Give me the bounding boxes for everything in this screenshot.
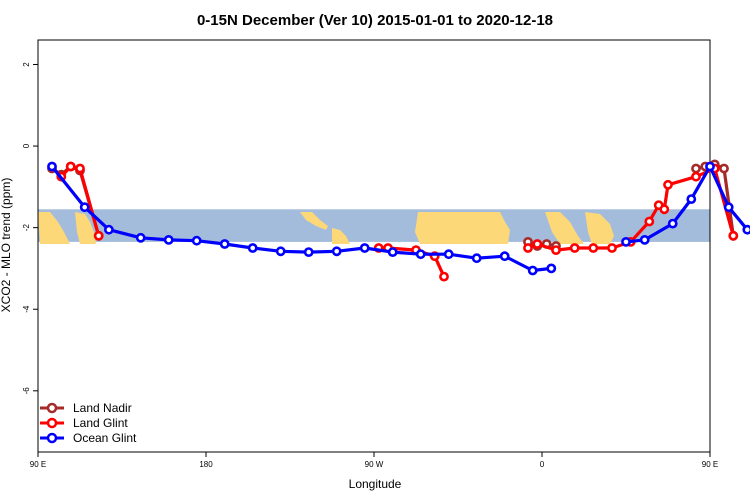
legend: Land Nadir Land Glint Ocean Glint: [40, 401, 137, 445]
data-point-ocean-glint: [247, 243, 258, 253]
data-point-ocean-glint: [387, 247, 398, 257]
land-central-america: [300, 212, 350, 244]
data-point-ocean-glint: [742, 224, 750, 235]
data-point-ocean-glint: [303, 247, 314, 257]
series-ocean-glint: [47, 161, 750, 276]
data-point-ocean-glint: [359, 243, 370, 253]
data-point-land-glint: [65, 161, 76, 172]
data-point-land-glint: [607, 243, 617, 253]
legend-item-ocean-glint: Ocean Glint: [40, 431, 137, 445]
map-band: [38, 209, 710, 244]
data-point-ocean-glint: [686, 194, 697, 204]
data-point-ocean-glint: [219, 239, 230, 249]
land-india-asia: [545, 212, 614, 244]
land-africa: [415, 212, 510, 244]
data-point-ocean-glint: [499, 251, 510, 262]
data-point-ocean-glint: [415, 249, 426, 260]
legend-marker-ocean-glint: [46, 432, 58, 444]
data-point-ocean-glint: [275, 246, 286, 257]
legend-label-ocean-glint: Ocean Glint: [73, 431, 137, 445]
x-tick-label: 180: [199, 460, 213, 469]
data-point-ocean-glint: [527, 265, 538, 276]
y-axis-ticks: 2 0 -2 -4 -6: [22, 62, 38, 395]
legend-marker-land-nadir: [46, 402, 58, 414]
data-point-land-glint: [663, 179, 673, 190]
data-point-ocean-glint: [79, 202, 90, 213]
data-point-ocean-glint: [135, 232, 146, 243]
data-point-land-glint: [691, 171, 701, 182]
x-tick-label: 0: [540, 460, 545, 469]
legend-label-land-nadir: Land Nadir: [73, 401, 132, 415]
y-tick-label: 0: [22, 143, 31, 148]
data-point-ocean-glint: [104, 224, 114, 235]
chart-title: 0-15N December (Ver 10) 2015-01-01 to 20…: [197, 12, 553, 29]
y-tick-label: 2: [22, 62, 31, 67]
series-line-ocean-glint: [625, 164, 750, 244]
map-band-land: [38, 212, 614, 244]
data-point-land-glint: [532, 239, 543, 249]
x-axis-label: Longitude: [349, 477, 402, 491]
data-point-ocean-glint: [47, 161, 57, 172]
x-tick-label: 90 W: [365, 460, 384, 469]
data-point-ocean-glint: [443, 249, 454, 260]
y-tick-label: -2: [22, 224, 31, 232]
data-point-land-glint: [551, 245, 561, 255]
x-tick-label: 90 E: [30, 460, 46, 469]
data-point-land-glint: [588, 243, 599, 253]
data-point-ocean-glint: [639, 234, 650, 245]
data-point-ocean-glint: [331, 246, 342, 257]
data-point-land-nadir: [719, 163, 729, 174]
data-point-land-glint: [523, 243, 533, 253]
data-point-ocean-glint: [191, 235, 202, 246]
legend-item-land-nadir: Land Nadir: [40, 401, 132, 415]
data-point-ocean-glint: [723, 202, 734, 213]
y-axis-label: XCO2 - MLO trend (ppm): [0, 178, 13, 313]
x-tick-label: 90 E: [702, 460, 718, 469]
data-point-ocean-glint: [546, 263, 557, 274]
land-southeast-asia: [38, 212, 96, 244]
y-tick-label: -4: [22, 305, 31, 313]
data-point-ocean-glint: [621, 236, 631, 247]
data-point-land-glint: [75, 163, 85, 174]
data-point-land-glint: [659, 204, 670, 215]
data-point-ocean-glint: [471, 253, 482, 264]
data-point-land-nadir: [691, 163, 701, 174]
legend-marker-land-glint: [46, 417, 58, 429]
data-point-ocean-glint: [705, 161, 715, 172]
legend-label-land-glint: Land Glint: [73, 416, 128, 430]
data-point-land-glint: [644, 216, 655, 227]
x-axis-ticks: 90 E 180 90 W 0 90 E: [30, 452, 718, 469]
series-layer: [47, 159, 750, 282]
data-point-land-glint: [728, 230, 739, 241]
legend-item-land-glint: Land Glint: [40, 416, 128, 430]
data-point-ocean-glint: [667, 218, 678, 229]
data-point-land-glint: [439, 271, 449, 282]
data-point-land-glint: [569, 243, 580, 253]
data-point-land-glint: [93, 230, 104, 241]
data-point-ocean-glint: [163, 234, 174, 245]
y-tick-label: -6: [22, 387, 31, 395]
